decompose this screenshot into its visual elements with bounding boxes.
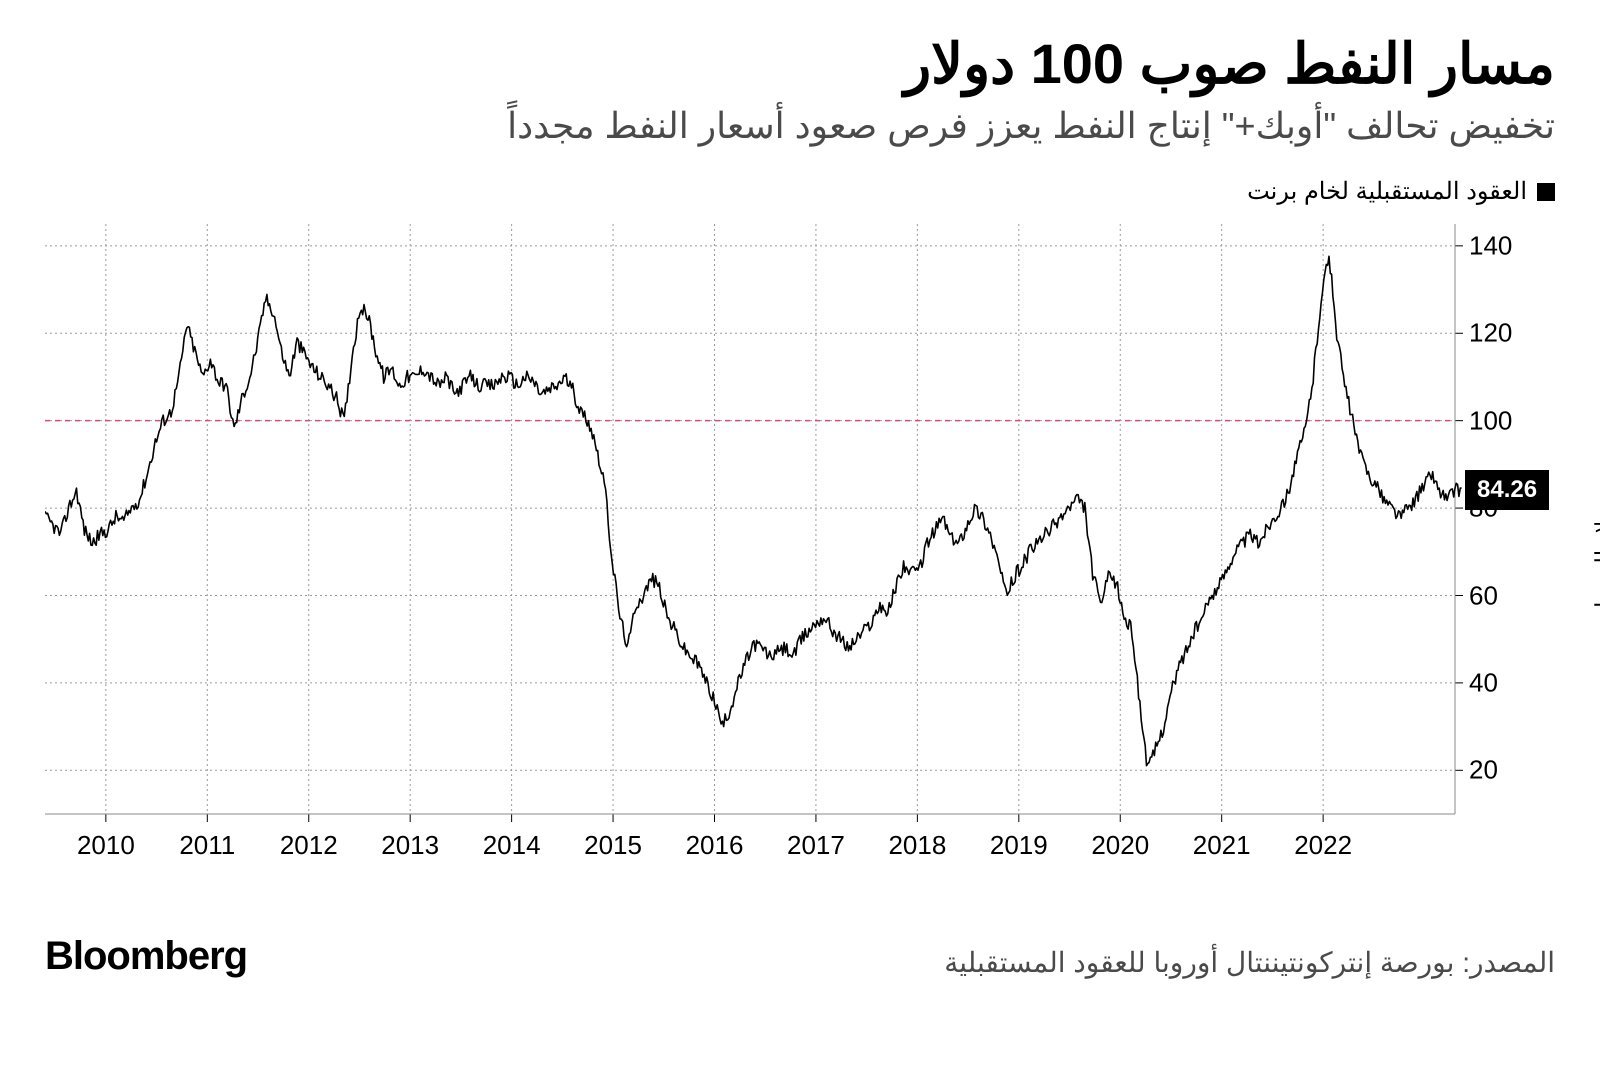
legend-label: العقود المستقبلية لخام برنت [1247, 177, 1527, 206]
y-tick-label: 100 [1469, 405, 1512, 436]
x-tick-label: 2011 [179, 830, 235, 861]
chart-title: مسار النفط صوب 100 دولار [45, 30, 1555, 97]
source-attribution: المصدر: بورصة إنتركونتيننتال أوروبا للعق… [944, 946, 1555, 979]
x-tick-label: 2010 [77, 830, 135, 861]
x-tick-label: 2022 [1294, 830, 1352, 861]
y-tick-label: 60 [1469, 580, 1498, 611]
x-tick-label: 2013 [381, 830, 439, 861]
x-tick-label: 2018 [888, 830, 946, 861]
chart-subtitle: تخفيض تحالف "أوبك+" إنتاج النفط يعزز فرص… [45, 105, 1555, 147]
chart-area: دولار للبرميل 84.26 20406080100120140 20… [45, 224, 1555, 894]
y-tick-label: 40 [1469, 668, 1498, 699]
y-axis-labels: 20 40 60 80 100 120 140 [1469, 224, 1569, 894]
x-tick-label: 2014 [483, 830, 541, 861]
y-tick-label: 20 [1469, 755, 1498, 786]
y-axis-title: دولار للبرميل [1591, 500, 1600, 618]
legend: العقود المستقبلية لخام برنت [45, 177, 1555, 206]
x-tick-label: 2015 [584, 830, 642, 861]
x-tick-label: 2012 [280, 830, 338, 861]
x-tick-label: 2020 [1091, 830, 1149, 861]
x-tick-label: 2016 [686, 830, 744, 861]
x-tick-label: 2017 [787, 830, 845, 861]
chart-footer: Bloomberg المصدر: بورصة إنتركونتيننتال أ… [45, 934, 1555, 979]
y-tick-label: 120 [1469, 318, 1512, 349]
y-tick-label: 80 [1469, 493, 1498, 524]
legend-swatch [1537, 183, 1555, 201]
brand-logo: Bloomberg [45, 934, 247, 979]
x-axis-labels: 2010 2011 2012 2013 2014 2015 2016 2017 2018 2019… [45, 830, 1555, 870]
x-tick-label: 2019 [990, 830, 1048, 861]
y-tick-label: 140 [1469, 231, 1512, 262]
x-tick-label: 2021 [1193, 830, 1251, 861]
price-line-chart [45, 224, 1555, 864]
